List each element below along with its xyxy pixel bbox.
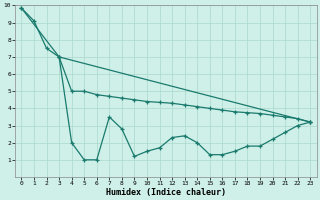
- X-axis label: Humidex (Indice chaleur): Humidex (Indice chaleur): [106, 188, 226, 197]
